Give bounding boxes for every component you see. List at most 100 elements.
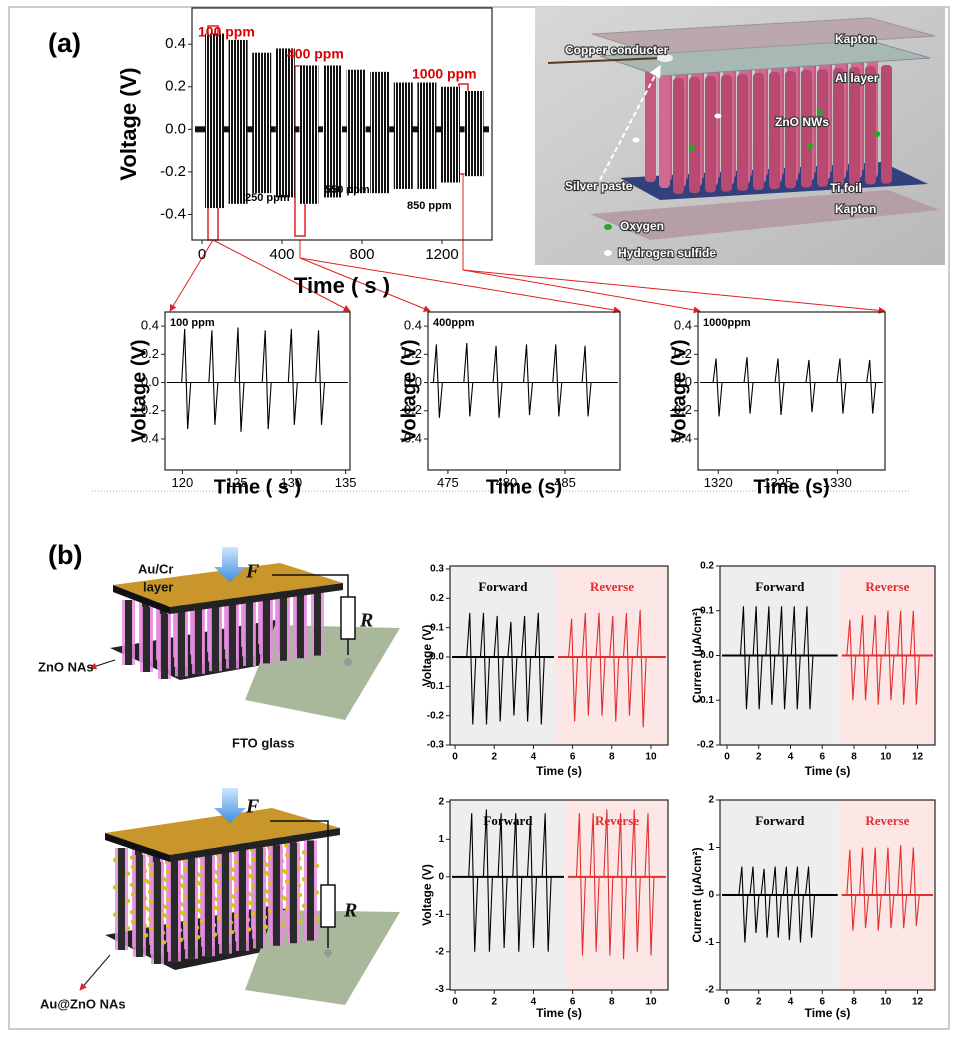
au-particle bbox=[301, 903, 307, 909]
au-particle bbox=[130, 919, 136, 924]
au-particle bbox=[165, 923, 171, 929]
au-particle bbox=[229, 875, 235, 881]
pulse bbox=[609, 615, 620, 722]
y-tick-label: -0.1 bbox=[427, 681, 445, 692]
x-axis-label: Time (s) bbox=[805, 1006, 851, 1020]
plot-frame bbox=[449, 565, 669, 746]
y-tick-label: 0.0 bbox=[165, 120, 186, 137]
nanorod bbox=[118, 848, 125, 950]
burst bbox=[205, 33, 224, 209]
pulse bbox=[595, 612, 606, 716]
pulse bbox=[482, 809, 493, 952]
y-tick-label: -0.2 bbox=[427, 710, 445, 721]
nanorod bbox=[188, 857, 195, 959]
nanowire bbox=[689, 77, 700, 194]
pulse bbox=[778, 606, 789, 710]
pulse bbox=[897, 610, 908, 705]
y-tick-label: 0 bbox=[438, 871, 444, 882]
pulse bbox=[771, 866, 782, 938]
x-tick-label: 8 bbox=[609, 752, 615, 763]
force-label: F bbox=[245, 796, 260, 818]
nanorod bbox=[212, 606, 219, 672]
x-tick-label: 125 bbox=[226, 475, 248, 490]
y-tick-label: 1 bbox=[708, 842, 714, 853]
au-particle bbox=[130, 892, 136, 897]
y-tick-label: 0.0 bbox=[700, 650, 714, 661]
plot-frame bbox=[164, 311, 351, 471]
au-particle bbox=[161, 885, 167, 890]
au-particle bbox=[314, 890, 320, 895]
x-tick-label: 4 bbox=[788, 997, 794, 1008]
pulse bbox=[589, 813, 600, 952]
au-particle bbox=[130, 864, 136, 870]
au-particle bbox=[267, 881, 273, 887]
x-tick-label: 475 bbox=[437, 475, 459, 490]
au-particle bbox=[125, 926, 131, 931]
pulse bbox=[261, 330, 272, 430]
force-arrow bbox=[214, 547, 246, 582]
pulse bbox=[793, 866, 804, 943]
pulse bbox=[630, 809, 641, 952]
diagram-label: Oxygen bbox=[620, 219, 664, 233]
x-tick-label: 1330 bbox=[823, 475, 852, 490]
pulse bbox=[752, 606, 763, 710]
x-tick-label: 480 bbox=[496, 475, 518, 490]
x-tick-label: 2 bbox=[756, 997, 762, 1008]
x-axis-label: Time (s) bbox=[536, 764, 582, 778]
y-axis-label: Voltage (V) bbox=[668, 340, 690, 443]
au-particle bbox=[165, 896, 171, 902]
au-particle bbox=[178, 910, 184, 915]
pulse bbox=[466, 612, 477, 725]
nanorod bbox=[205, 854, 212, 957]
nanowire bbox=[769, 72, 780, 190]
au-particle bbox=[250, 884, 256, 889]
x-tick-label: 0 bbox=[452, 997, 458, 1008]
pulse bbox=[782, 866, 793, 941]
region-label: Forward bbox=[755, 813, 805, 828]
nanowire bbox=[785, 71, 796, 189]
nanorod bbox=[256, 847, 263, 949]
x-axis-label: Time ( s ) bbox=[294, 273, 390, 298]
y-tick-label: -0.2 bbox=[137, 402, 159, 417]
burst bbox=[299, 65, 319, 204]
diagram-label: Hydrogen sulfide bbox=[618, 246, 716, 260]
burst bbox=[252, 52, 272, 194]
au-particle bbox=[178, 883, 184, 888]
diagram-label: FTO glass bbox=[232, 735, 295, 750]
nanorod bbox=[125, 600, 132, 665]
h2s-key bbox=[604, 250, 612, 256]
h2s bbox=[714, 113, 722, 119]
x-tick-label: 6 bbox=[819, 752, 825, 763]
nanorod bbox=[239, 850, 246, 951]
pulse bbox=[287, 328, 298, 425]
x-axis-label: Time (s) bbox=[805, 764, 851, 778]
diagram-label: layer bbox=[143, 579, 173, 594]
callout-arrow bbox=[169, 239, 214, 312]
y-tick-label: -0.4 bbox=[400, 430, 422, 445]
au-particle bbox=[195, 907, 201, 913]
callout-arrow bbox=[299, 257, 431, 312]
pulse bbox=[463, 342, 474, 417]
pulse bbox=[909, 610, 920, 705]
au-particle bbox=[246, 900, 252, 905]
nanorod bbox=[307, 840, 314, 941]
plot-frame bbox=[191, 7, 493, 241]
au-particle bbox=[195, 880, 201, 885]
region bbox=[450, 566, 556, 745]
burst bbox=[441, 86, 460, 183]
au-particle bbox=[267, 855, 273, 860]
pulse bbox=[836, 358, 847, 414]
pulse bbox=[738, 866, 749, 943]
burst bbox=[346, 69, 366, 194]
nanowire bbox=[865, 66, 876, 185]
au-particle bbox=[143, 933, 149, 938]
x-tick-label: 4 bbox=[531, 997, 537, 1008]
y-tick-label: 0.2 bbox=[674, 346, 692, 361]
pulse bbox=[884, 847, 895, 929]
y-tick-label: 0.2 bbox=[141, 346, 159, 361]
gold-layer bbox=[105, 808, 340, 855]
y-tick-label: 0.3 bbox=[430, 564, 444, 575]
annotation: 850 ppm bbox=[407, 200, 452, 212]
au-particle bbox=[143, 905, 149, 911]
